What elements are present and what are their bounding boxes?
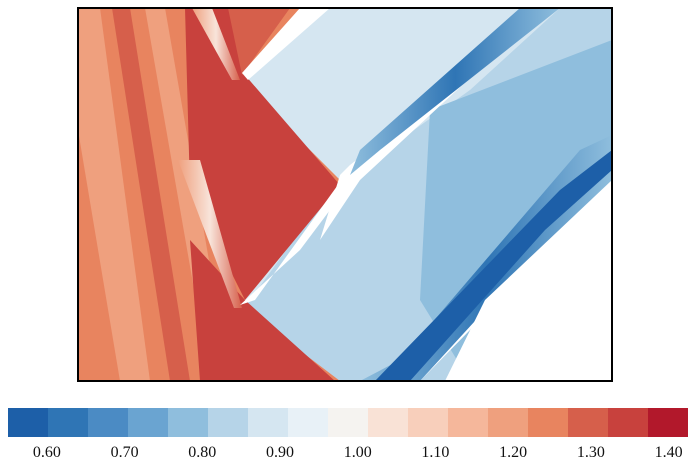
colorbar-tick-label: 0.80 — [188, 444, 216, 461]
contour-plot — [77, 7, 613, 382]
colorbar-swatches — [8, 408, 688, 437]
colorbar: 0.60 0.70 0.80 0.90 1.00 1.10 1.20 1.30 1.40 — [8, 408, 688, 461]
shock-fan-upper — [192, 8, 240, 80]
colorbar-swatch — [328, 408, 369, 437]
wake-lower — [360, 135, 612, 381]
post-shock-region-lower — [190, 240, 335, 381]
upstream-stripe-2 — [112, 8, 190, 381]
colorbar-tick-label: 0.70 — [111, 444, 139, 461]
colorbar-tick-label: 1.20 — [499, 444, 527, 461]
colorbar-swatch — [128, 408, 169, 437]
colorbar-swatch — [488, 408, 529, 437]
colorbar-swatch — [408, 408, 449, 437]
upstream-stripe-1 — [78, 8, 150, 381]
colorbar-tick-label: 1.40 — [655, 444, 683, 461]
blade-upper — [242, 8, 330, 80]
colorbar-tick-label: 1.10 — [421, 444, 449, 461]
colorbar-swatch — [648, 408, 688, 437]
colorbar-tick-label: 1.00 — [344, 444, 372, 461]
shock-fan-lower — [178, 160, 242, 308]
post-shock-region-upper — [185, 8, 340, 300]
colorbar-swatch — [608, 408, 649, 437]
colorbar-swatch — [368, 408, 409, 437]
colorbar-swatch — [8, 408, 49, 437]
colorbar-tick-labels: 0.60 0.70 0.80 0.90 1.00 1.10 1.20 1.30 1.40 — [33, 444, 683, 461]
colorbar-swatch — [88, 408, 129, 437]
colorbar-tick-label: 0.90 — [266, 444, 294, 461]
colorbar-swatch — [568, 408, 609, 437]
colorbar-swatch — [528, 408, 569, 437]
colorbar-tick-label: 1.30 — [577, 444, 605, 461]
colorbar-swatch — [208, 408, 249, 437]
contour-field — [78, 8, 612, 381]
wake-lower-core — [375, 150, 612, 381]
colorbar-swatch — [168, 408, 209, 437]
colorbar-tick-label: 0.60 — [33, 444, 61, 461]
plot-frame — [77, 7, 613, 382]
colorbar-swatch — [288, 408, 329, 437]
colorbar-swatch — [448, 408, 489, 437]
colorbar-swatch — [48, 408, 89, 437]
freestream-void — [445, 180, 612, 381]
colorbar-swatch — [248, 408, 289, 437]
leading-edge-region — [228, 8, 290, 75]
